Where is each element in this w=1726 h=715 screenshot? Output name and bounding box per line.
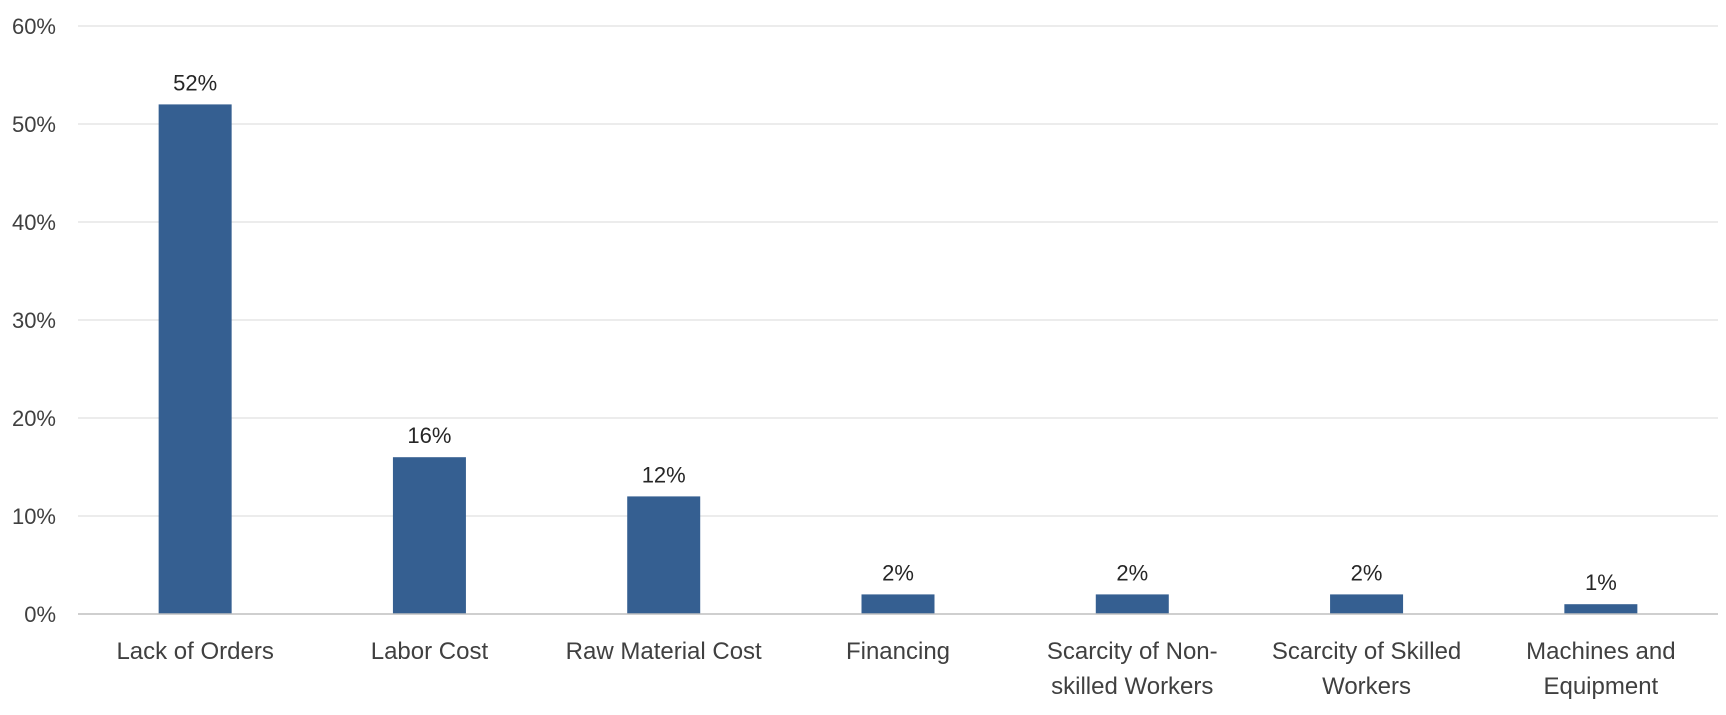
x-axis: Lack of Orders Labor Cost Raw Material Cos… <box>78 613 1718 700</box>
bar <box>158 104 232 615</box>
bar <box>1564 604 1638 614</box>
x-tick-label: Scarcity of Skilled Workers <box>1272 638 1461 700</box>
data-label: 52% <box>173 70 217 95</box>
y-tick-label: 30% <box>12 308 56 333</box>
y-tick-label: 50% <box>12 112 56 137</box>
y-axis: 0% 10% 20% 30% 40% 50% 60% <box>12 14 56 627</box>
y-tick-label: 0% <box>24 602 56 627</box>
data-label: 2% <box>1116 560 1148 585</box>
x-tick-label: Lack of Orders <box>116 638 273 665</box>
y-tick-label: 40% <box>12 210 56 235</box>
gridlines <box>78 25 1718 517</box>
x-tick-label: Labor Cost <box>371 638 489 665</box>
bar <box>1330 594 1404 614</box>
x-tick-label: Machines and Equipment <box>1526 638 1675 700</box>
x-tick-label: Scarcity of Non-skilled Workers <box>1047 638 1218 700</box>
data-label: 2% <box>882 560 914 585</box>
data-label: 1% <box>1585 570 1617 595</box>
data-label: 2% <box>1351 560 1383 585</box>
x-tick-label: Financing <box>846 638 950 665</box>
x-tick-label: Raw Material Cost <box>566 638 762 665</box>
y-tick-label: 20% <box>12 406 56 431</box>
bar <box>392 457 466 614</box>
data-labels: 52% 16% 12% 2% 2% 2% 1% <box>173 70 1617 595</box>
bars <box>158 104 1638 615</box>
bar <box>861 594 935 614</box>
y-tick-label: 60% <box>12 14 56 39</box>
data-label: 16% <box>407 423 451 448</box>
y-tick-label: 10% <box>12 504 56 529</box>
data-label: 12% <box>642 462 686 487</box>
bar <box>1095 594 1169 614</box>
bar <box>627 496 701 614</box>
